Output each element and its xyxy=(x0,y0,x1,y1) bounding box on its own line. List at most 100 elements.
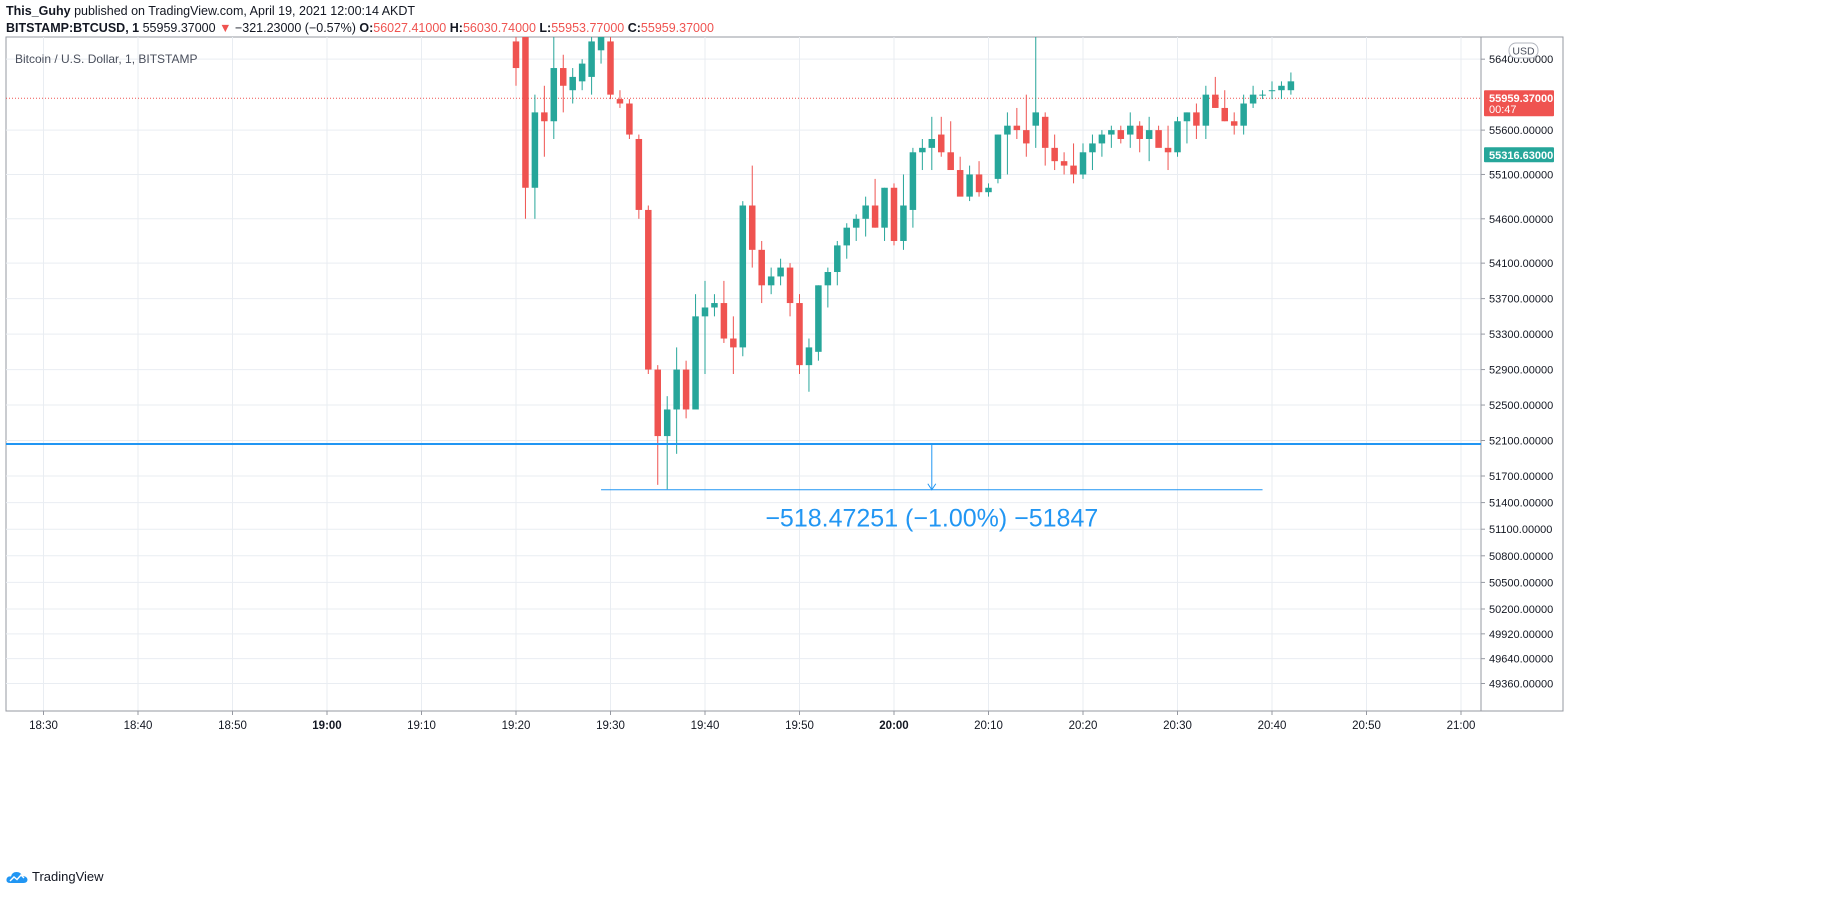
x-tick-label: 20:00 xyxy=(879,720,908,732)
candle-body xyxy=(711,303,718,308)
candle-body xyxy=(758,249,765,286)
low-value: 55953.77000 xyxy=(551,21,625,35)
x-tick-label: 18:40 xyxy=(124,720,153,732)
x-tick-label: 20:30 xyxy=(1163,720,1192,732)
candle-body xyxy=(938,134,945,153)
candle-body xyxy=(1268,90,1276,92)
price-tag-label: 55959.37000 xyxy=(1489,93,1553,105)
x-tick-label: 20:40 xyxy=(1258,720,1287,732)
candle-body xyxy=(749,205,756,250)
candle-body xyxy=(682,369,690,410)
symbol-label: BITSTAMP:BTCUSD, 1 xyxy=(6,21,140,35)
candle-body xyxy=(597,37,605,51)
candle-body xyxy=(1079,152,1087,175)
candle-body xyxy=(1164,147,1172,153)
candle-body xyxy=(531,112,539,188)
candle-body xyxy=(1278,85,1285,91)
candle-body xyxy=(834,245,841,273)
y-tick-label: 50500.00000 xyxy=(1489,577,1553,589)
price-tag-countdown: 00:47 xyxy=(1489,104,1517,116)
candle-body xyxy=(663,409,671,437)
close-value: 55959.37000 xyxy=(640,21,714,35)
x-tick-label: 18:50 xyxy=(218,720,247,732)
y-tick-label: 52500.00000 xyxy=(1489,400,1553,412)
candle-body xyxy=(824,272,832,286)
y-tick-label: 52100.00000 xyxy=(1489,436,1553,448)
y-tick-label: 50200.00000 xyxy=(1489,604,1553,616)
y-tick-label: 49920.00000 xyxy=(1489,629,1553,641)
y-tick-label: 53700.00000 xyxy=(1489,294,1553,306)
candle-body xyxy=(947,152,954,171)
candle-body xyxy=(1249,94,1257,104)
footer-brand-label: TradingView xyxy=(32,869,104,884)
candle-body xyxy=(569,76,576,91)
candle-body xyxy=(994,134,1002,179)
candle-body xyxy=(796,303,803,366)
candle-body xyxy=(852,218,860,228)
candle-body xyxy=(777,267,784,277)
candle-body xyxy=(956,170,964,197)
candle-body xyxy=(1089,143,1096,153)
candle-body xyxy=(815,285,822,352)
candle-body xyxy=(890,187,898,241)
candle-body xyxy=(862,205,869,219)
y-tick-label: 55600.00000 xyxy=(1489,125,1553,137)
candle-body xyxy=(626,103,633,135)
ohlc-bar: BITSTAMP:BTCUSD, 1 55959.37000 ▼ −321.23… xyxy=(6,21,714,35)
x-tick-label: 19:00 xyxy=(312,720,341,732)
y-tick-label: 56400.00000 xyxy=(1489,54,1553,66)
candle-body xyxy=(1098,134,1106,144)
measure-label: −518.47251 (−1.00%) −51847 xyxy=(765,505,1098,533)
y-tick-label: 51700.00000 xyxy=(1489,471,1553,483)
candle-body xyxy=(909,152,917,210)
down-arrow-icon: ▼ xyxy=(219,21,232,35)
x-tick-label: 19:10 xyxy=(407,720,436,732)
candle-body xyxy=(560,68,567,86)
candle-body xyxy=(1051,147,1058,162)
candle-body xyxy=(871,205,879,228)
y-tick-label: 54100.00000 xyxy=(1489,258,1553,270)
x-tick-label: 19:50 xyxy=(785,720,814,732)
series-legend: Bitcoin / U.S. Dollar, 1, BITSTAMP xyxy=(15,52,198,66)
currency-badge xyxy=(1508,42,1539,59)
candle-body xyxy=(966,174,973,197)
candle-body xyxy=(1193,112,1200,126)
price-tag-label: 55316.63000 xyxy=(1489,150,1553,162)
candle-body xyxy=(1155,130,1162,148)
high-value: 56030.74000 xyxy=(462,21,536,35)
candle-body xyxy=(1117,130,1125,139)
candle-body xyxy=(607,41,614,95)
candle-body xyxy=(900,205,907,241)
candle-body xyxy=(616,99,624,104)
candle-body xyxy=(635,138,643,210)
y-tick-label: 50800.00000 xyxy=(1489,551,1553,563)
candle-body xyxy=(654,369,661,437)
candle-body xyxy=(975,174,983,193)
x-tick-label: 19:30 xyxy=(596,720,625,732)
candle-body xyxy=(701,307,709,317)
candle-body xyxy=(1183,112,1191,122)
close-label: C: xyxy=(627,21,641,35)
candle-body xyxy=(767,276,775,286)
x-tick-label: 19:20 xyxy=(502,720,531,732)
candle-body xyxy=(1013,125,1021,131)
price-tag-box xyxy=(1484,147,1554,163)
high-label: H: xyxy=(449,21,463,35)
candle-body xyxy=(1032,112,1039,126)
candle-body xyxy=(881,187,888,228)
candles-group xyxy=(512,37,1295,490)
candle-body xyxy=(1108,130,1115,135)
price-change: −321.23000 (−0.57%) xyxy=(234,21,356,35)
author-name[interactable]: This_Guhy xyxy=(6,4,71,18)
candle-body xyxy=(1041,116,1049,148)
x-tick-label: 18:30 xyxy=(29,720,58,732)
candle-body xyxy=(1287,81,1295,91)
footer-brand[interactable]: TradingView xyxy=(6,869,104,884)
candle-body xyxy=(1221,107,1228,122)
y-tick-label: 49360.00000 xyxy=(1489,679,1553,691)
candle-body xyxy=(1136,125,1143,139)
candle-body xyxy=(673,369,680,410)
candle-body xyxy=(843,227,850,246)
candle-body xyxy=(730,338,737,348)
